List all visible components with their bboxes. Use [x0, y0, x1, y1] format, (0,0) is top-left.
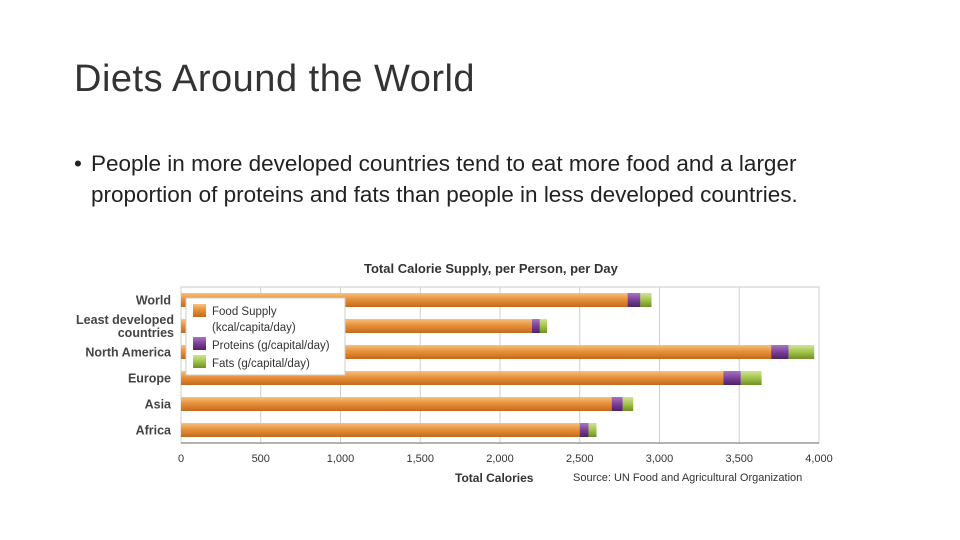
bar-food-supply — [181, 397, 612, 411]
bar-fats — [622, 397, 634, 411]
legend-swatch — [193, 337, 206, 350]
category-label: North America — [85, 346, 172, 360]
category-label: Africa — [136, 424, 172, 438]
x-tick-label: 2,000 — [486, 453, 514, 465]
bar-fats — [788, 345, 815, 359]
category-label: Least developed — [76, 313, 174, 327]
bar-proteins — [531, 319, 540, 333]
x-tick-label: 4,000 — [805, 453, 833, 465]
legend-label: Food Supply — [212, 306, 277, 318]
bar-proteins — [579, 423, 589, 437]
bar-proteins — [611, 397, 623, 411]
category-label: World — [136, 294, 171, 308]
x-tick-label: 0 — [178, 453, 184, 465]
bar-proteins — [627, 293, 641, 307]
category-label: countries — [118, 326, 174, 340]
legend-swatch — [193, 304, 206, 317]
bullet-text: People in more developed countries tend … — [91, 151, 798, 207]
chart-title: Total Calorie Supply, per Person, per Da… — [364, 261, 618, 276]
x-tick-label: 2,500 — [566, 453, 594, 465]
bar-fats — [539, 319, 548, 333]
x-axis-title: Total Calories — [455, 471, 534, 485]
slide-title: Diets Around the World — [74, 58, 476, 100]
bar-proteins — [771, 345, 789, 359]
category-label: Europe — [128, 372, 171, 386]
legend-label: (kcal/capita/day) — [212, 322, 296, 334]
x-tick-label: 500 — [252, 453, 270, 465]
bar-fats — [588, 423, 597, 437]
bar-food-supply — [181, 423, 580, 437]
bar-proteins — [723, 371, 741, 385]
legend-box — [185, 297, 346, 376]
x-tick-label: 1,000 — [327, 453, 355, 465]
legend-label: Fats (g/capital/day) — [212, 358, 310, 370]
chart-source: Source: UN Food and Agricultural Organiz… — [573, 472, 802, 484]
legend-label: Proteins (g/capital/day) — [212, 340, 330, 352]
bullet-icon: • — [74, 151, 82, 176]
bar-fats — [740, 371, 762, 385]
x-tick-label: 3,000 — [646, 453, 674, 465]
x-tick-label: 3,500 — [725, 453, 753, 465]
legend-swatch — [193, 355, 206, 368]
bar-fats — [640, 293, 652, 307]
category-label: Asia — [145, 398, 172, 412]
bullet-point: • People in more developed countries ten… — [74, 148, 894, 210]
x-tick-label: 1,500 — [406, 453, 434, 465]
